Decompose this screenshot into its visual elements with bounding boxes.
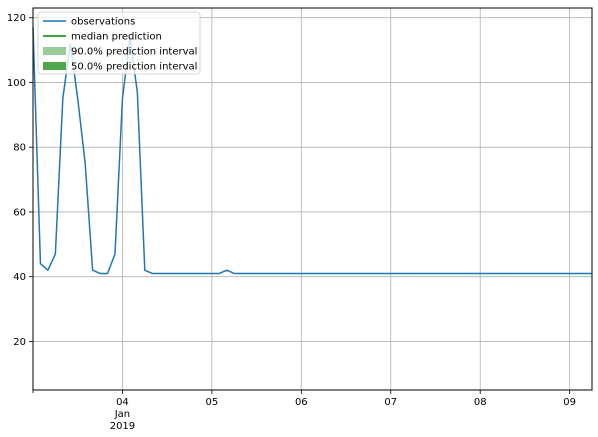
legend-box — [37, 11, 201, 75]
x-tick-sublabel: 2019 — [110, 421, 135, 432]
legend-swatch-patch — [43, 62, 66, 70]
y-tick-label: 100 — [7, 78, 26, 89]
x-tick-label: 07 — [384, 397, 397, 408]
y-tick-label: 20 — [13, 337, 26, 348]
x-tick-sublabel: Jan — [114, 409, 130, 420]
legend-label: 90.0% prediction interval — [71, 47, 197, 58]
x-tick-label: 04 — [116, 397, 129, 408]
x-tick-label: 09 — [563, 397, 576, 408]
plot-frame — [32, 7, 593, 391]
y-tick-label: 80 — [13, 143, 26, 154]
x-tick-label: 05 — [206, 397, 219, 408]
y-tick-label: 60 — [13, 207, 26, 218]
y-tick-label: 40 — [13, 272, 26, 283]
legend-label: median prediction — [71, 32, 162, 43]
y-tick-label: 120 — [7, 13, 26, 24]
legend-swatch-patch — [43, 47, 66, 55]
legend-label: observations — [71, 17, 135, 28]
y-axis-ticks: 20 40 60 80 100 120 — [7, 13, 33, 348]
x-tick-label: 06 — [295, 397, 308, 408]
legend: observations median prediction 90.0% predi… — [37, 11, 201, 75]
x-tick-label: 08 — [474, 397, 487, 408]
legend-label: 50.0% prediction interval — [71, 62, 197, 73]
